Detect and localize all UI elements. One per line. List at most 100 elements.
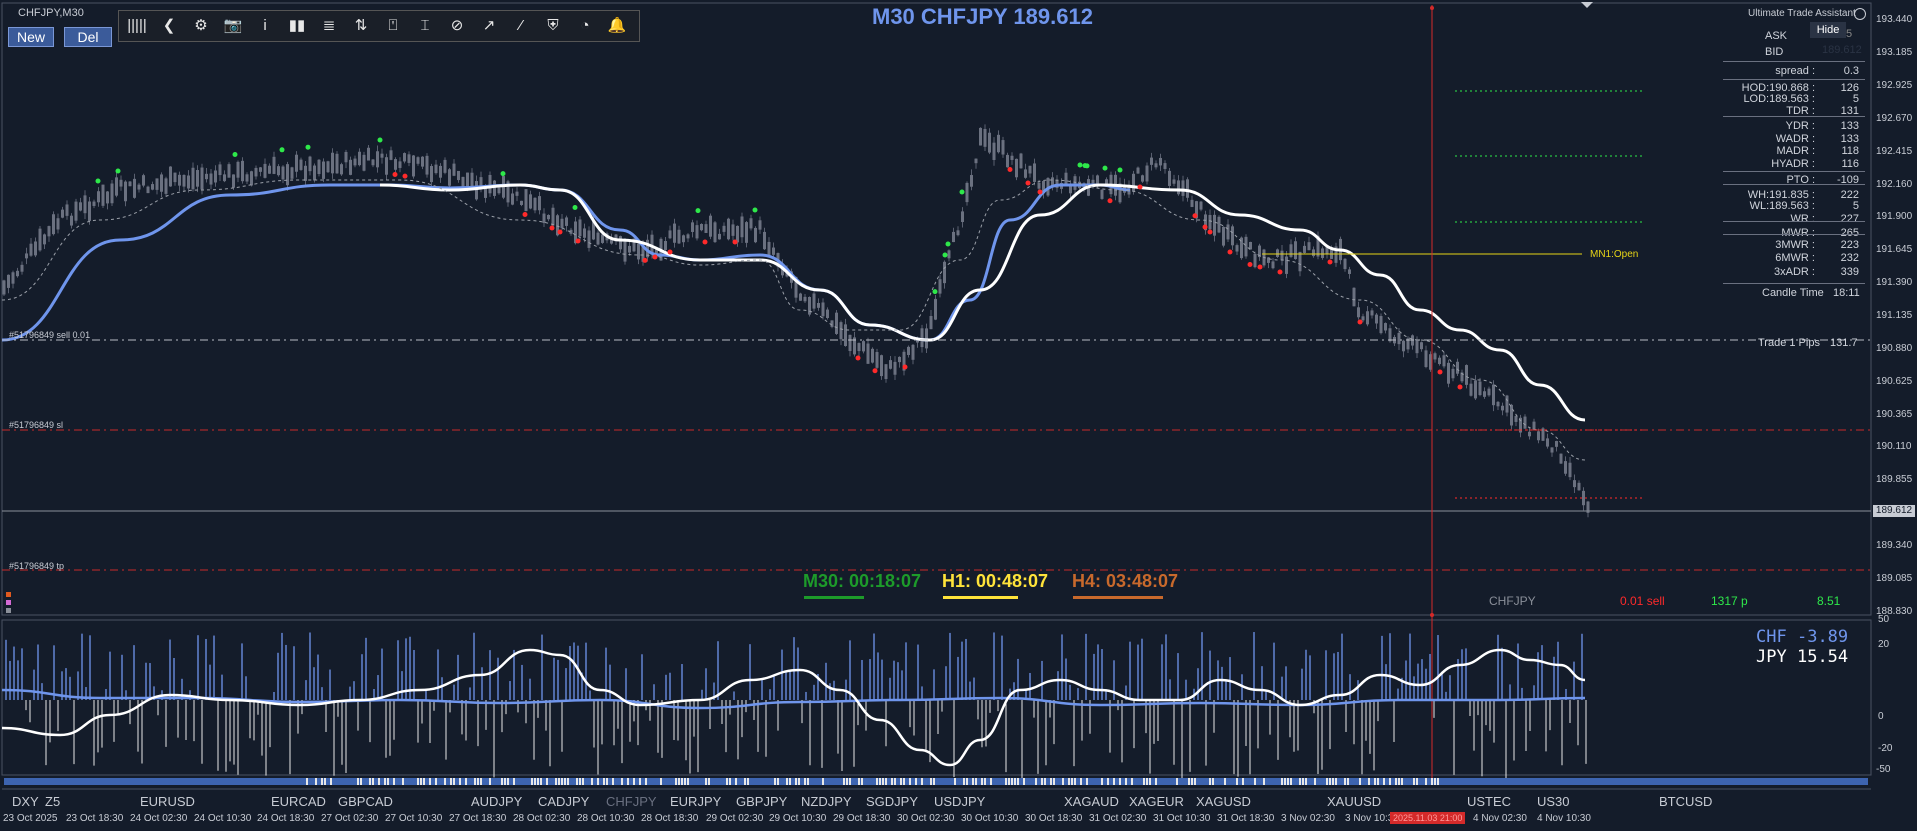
candle-body: [493, 180, 496, 196]
bell-icon[interactable]: 🔔: [607, 17, 627, 34]
symbol-tab[interactable]: XAGUSD: [1196, 794, 1251, 809]
strength-tick: [321, 778, 323, 785]
candle-body: [1532, 421, 1536, 430]
del-button[interactable]: Del: [64, 27, 112, 47]
stat-row: 6MWR : 232: [1725, 251, 1865, 265]
symbol-tab[interactable]: XAUUSD: [1327, 794, 1382, 809]
grip-icon[interactable]: |||||: [127, 17, 147, 34]
cursor-icon[interactable]: ⌶: [420, 17, 430, 34]
candle-body: [799, 293, 802, 301]
candle-body: [1361, 316, 1365, 321]
strength-tick: [1101, 778, 1103, 785]
symbol-tab[interactable]: BTCUSD: [1659, 794, 1713, 809]
list-icon[interactable]: ≣: [322, 17, 336, 34]
scroll-marker-icon[interactable]: [1581, 2, 1593, 8]
strength-tick: [981, 778, 983, 785]
symbol-tab[interactable]: SGDJPY: [866, 794, 919, 809]
candle-body: [254, 167, 258, 177]
candles-icon[interactable]: ⇅: [354, 17, 368, 34]
candle-body: [353, 158, 357, 166]
strength-tick: [975, 778, 977, 785]
strength-tick: [777, 778, 779, 785]
strength-tick: [1299, 778, 1301, 785]
camera-icon[interactable]: 📷: [223, 17, 243, 34]
gear-icon[interactable]: ⚙: [194, 17, 208, 34]
stat-row: spread : 0.3: [1725, 64, 1865, 78]
eraser-icon[interactable]: ⊘: [450, 17, 464, 34]
shield-icon[interactable]: ⛨: [547, 17, 559, 34]
candle-body: [1006, 154, 1009, 168]
settings-icon[interactable]: [1854, 8, 1866, 20]
symbol-tab[interactable]: XAGEUR: [1129, 794, 1184, 809]
symbol-tab[interactable]: AUDJPY: [471, 794, 523, 809]
time-tick: 24 Oct 18:30: [257, 813, 315, 824]
template-icon[interactable]: ⍞: [388, 17, 398, 34]
symbol-tab[interactable]: CHFJPY: [606, 794, 657, 809]
strength-tick: [1437, 778, 1439, 785]
candle-body: [929, 315, 933, 330]
line-icon[interactable]: ⁄: [519, 17, 523, 34]
candle-body: [803, 296, 807, 302]
new-button[interactable]: New: [8, 27, 54, 47]
sell-order-label[interactable]: #51796849 sell 0.01: [9, 330, 91, 340]
symbol-tab[interactable]: DXY: [12, 794, 39, 809]
candle-body: [722, 225, 726, 232]
time-tick: 28 Oct 18:30: [641, 813, 699, 824]
symbol-tab[interactable]: CADJPY: [538, 794, 590, 809]
bars-icon[interactable]: ▮▮: [288, 17, 306, 34]
candle-body: [1582, 490, 1585, 506]
strength-tick: [1035, 778, 1037, 785]
candle-body: [70, 215, 73, 226]
symbol-tab[interactable]: Z5: [45, 794, 61, 809]
strength-tick: [1329, 778, 1331, 785]
candle-body: [110, 183, 114, 204]
buy-signal-dot: [95, 178, 101, 184]
symbol-tab[interactable]: USDJPY: [934, 794, 986, 809]
symbol-tab[interactable]: EURUSD: [140, 794, 195, 809]
strength-tick: [1302, 778, 1304, 785]
hide-button[interactable]: Hide: [1810, 22, 1846, 38]
candle-body: [1370, 310, 1374, 316]
symbol-tab[interactable]: US30: [1537, 794, 1570, 809]
candle-body: [866, 343, 870, 364]
candle-body: [1321, 248, 1324, 258]
candle-body: [1528, 431, 1531, 437]
symbol-tab[interactable]: GBPJPY: [736, 794, 788, 809]
candle-body: [214, 170, 217, 183]
strength-tick: [1071, 778, 1073, 785]
back-icon[interactable]: ❮: [162, 17, 176, 34]
stop-loss-label[interactable]: #51796849 sl: [9, 420, 64, 430]
take-profit-label[interactable]: #51796849 tp: [9, 561, 65, 571]
price-tick: 190.110: [1876, 441, 1912, 452]
symbol-tab[interactable]: GBPCAD: [338, 794, 393, 809]
sell-signal-dot: [1437, 369, 1443, 375]
symbol-tab[interactable]: XAGAUD: [1064, 794, 1119, 809]
candle-body: [1402, 340, 1405, 352]
time-cursor-handle: [1430, 6, 1434, 10]
symbol-tab[interactable]: USTEC: [1467, 794, 1512, 809]
symbol-tab[interactable]: EURCAD: [271, 794, 326, 809]
candle-body: [1154, 163, 1158, 168]
info-icon[interactable]: i: [263, 17, 267, 34]
strength-tick: [387, 778, 389, 785]
candle-body: [763, 231, 766, 250]
timer-h4: H4: 03:48:07: [1072, 571, 1179, 591]
trend-icon[interactable]: ↗: [482, 17, 496, 34]
candle-body: [1510, 404, 1513, 426]
sell-signal-dot: [702, 239, 708, 245]
strength-tick: [621, 778, 623, 785]
trade-pips-value: 131.7: [1830, 337, 1858, 349]
candle-body: [943, 261, 946, 284]
candle-body: [461, 176, 465, 187]
candle-body: [290, 167, 294, 179]
strength-tick: [681, 778, 683, 785]
sell-signal-dot: [642, 257, 648, 263]
strength-tick: [891, 778, 893, 785]
symbol-tab[interactable]: EURJPY: [670, 794, 722, 809]
strength-tick: [507, 778, 509, 785]
pie-icon[interactable]: ◔: [580, 17, 590, 34]
symbol-tab[interactable]: NZDJPY: [801, 794, 852, 809]
candle-body: [592, 221, 595, 240]
